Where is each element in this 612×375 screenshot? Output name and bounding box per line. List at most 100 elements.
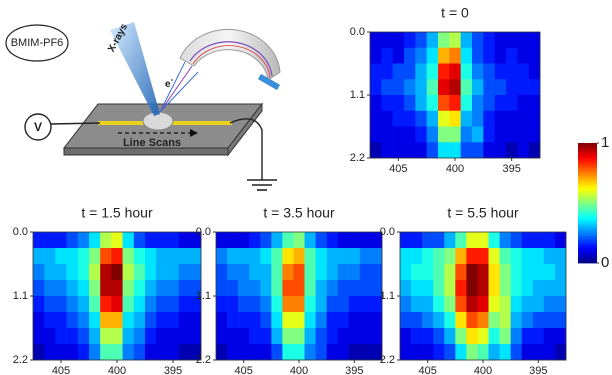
heatmap-cell	[449, 142, 461, 159]
heatmap-cell	[348, 264, 361, 281]
heatmap-cell	[483, 142, 495, 159]
heatmap-cell	[438, 47, 450, 64]
heatmap-cell	[359, 296, 372, 313]
heatmap-cell	[554, 296, 567, 313]
heatmap-cell	[337, 248, 350, 265]
heatmap-cell	[44, 280, 56, 297]
heatmap-cell	[216, 280, 228, 297]
colorbar-segment	[578, 206, 597, 210]
heatmap-cell	[532, 344, 545, 361]
heatmap-cell	[494, 142, 507, 159]
heatmap-cell	[315, 264, 327, 281]
heatmap-cell	[404, 79, 416, 96]
heatmap-cell	[438, 110, 450, 127]
heatmap-cell	[370, 344, 383, 361]
heatmap-cell	[55, 312, 67, 329]
heatmap-cell	[33, 280, 45, 297]
heatmap-cell	[227, 312, 239, 329]
heatmap-cell	[271, 280, 283, 297]
heatmap-cell	[506, 95, 518, 112]
heatmap-cell	[521, 232, 534, 249]
heatmap-cell	[455, 280, 467, 297]
heatmap-cell	[133, 264, 146, 281]
heatmap-cell	[543, 296, 556, 313]
heatmap-cell	[271, 344, 283, 361]
heatmap-cell	[392, 79, 405, 96]
colorbar-segment	[578, 176, 597, 180]
heatmap-cell	[400, 248, 412, 265]
heatmap-cell	[348, 344, 361, 361]
heatmap-cell	[528, 110, 541, 127]
heatmap-cell	[122, 248, 135, 265]
x-tick-label: 400	[446, 163, 464, 175]
heatmap-cell	[77, 248, 90, 265]
y-tick-label: 0.0	[196, 226, 211, 238]
heatmap-cell	[133, 296, 146, 313]
heatmap-cell	[370, 232, 383, 249]
heatmap-cell	[381, 110, 393, 127]
heatmap-cell	[554, 280, 567, 297]
heatmap-cell	[411, 248, 423, 265]
heatmap-cell	[532, 248, 545, 265]
heatmap-cell	[449, 63, 461, 80]
heatmap-cell	[249, 312, 261, 329]
heatmap-cell	[517, 95, 529, 112]
y-tick-label: 1.1	[13, 290, 28, 302]
colorbar-segment	[578, 191, 597, 195]
heatmap-cell	[326, 296, 339, 313]
heatmap-cell	[460, 47, 473, 64]
heatmap-cell	[381, 126, 393, 143]
heatmap-cell	[293, 248, 305, 265]
colorbar-segment	[578, 155, 597, 159]
heatmap-cell	[426, 142, 439, 159]
heatmap-cell	[517, 142, 529, 159]
heatmap-cell	[122, 232, 135, 249]
heatmap-cell	[370, 328, 383, 345]
heatmap-cell	[238, 296, 250, 313]
heatmap-cell	[472, 142, 484, 159]
heatmap-cell	[483, 63, 495, 80]
heatmap-cell	[466, 248, 478, 265]
heatmap-cell	[216, 328, 228, 345]
heatmap-cell	[227, 232, 239, 249]
heatmap-cell	[466, 328, 478, 345]
heatmap-cell	[455, 344, 467, 361]
heatmap-cell	[554, 344, 567, 361]
heatmap-cell	[483, 110, 495, 127]
heatmap-cell	[460, 32, 473, 49]
heatmap-cell	[444, 280, 456, 297]
heatmap-cell	[66, 280, 79, 297]
heatmap-cell	[216, 232, 228, 249]
heatmap-cell	[189, 264, 202, 281]
heatmap-cell	[392, 95, 405, 112]
heatmap-cell	[167, 232, 179, 249]
colorbar-segment	[578, 152, 597, 156]
heatmap-cell	[404, 63, 416, 80]
heatmap-cell	[271, 248, 283, 265]
heatmap-cell	[400, 328, 412, 345]
heatmap-cell	[404, 47, 416, 64]
heatmap-cell	[422, 248, 434, 265]
heatmap-cell	[156, 328, 168, 345]
heatmap-cell	[44, 312, 56, 329]
heatmap-cell	[532, 264, 545, 281]
heatmap-cell	[260, 312, 272, 329]
heatmap-cell	[249, 328, 261, 345]
heatmap-cell	[178, 296, 191, 313]
heatmap-cell	[66, 328, 79, 345]
heatmap-cell	[554, 232, 567, 249]
heatmap-cell	[438, 142, 450, 159]
heatmap-cell	[370, 312, 383, 329]
heatmap-cell	[433, 280, 445, 297]
heatmap-cell	[370, 126, 382, 143]
heatmap-cell	[510, 280, 523, 297]
heatmap-cell	[100, 248, 112, 265]
colorbar-segment	[578, 233, 597, 237]
heatmap-cell	[370, 79, 382, 96]
heatmap-cell	[77, 296, 90, 313]
heatmap-cell	[499, 296, 511, 313]
heatmap-cell	[89, 264, 101, 281]
heatmap-cell	[33, 248, 45, 265]
ground-lead	[229, 118, 263, 180]
x-tick-label: 395	[502, 163, 520, 175]
